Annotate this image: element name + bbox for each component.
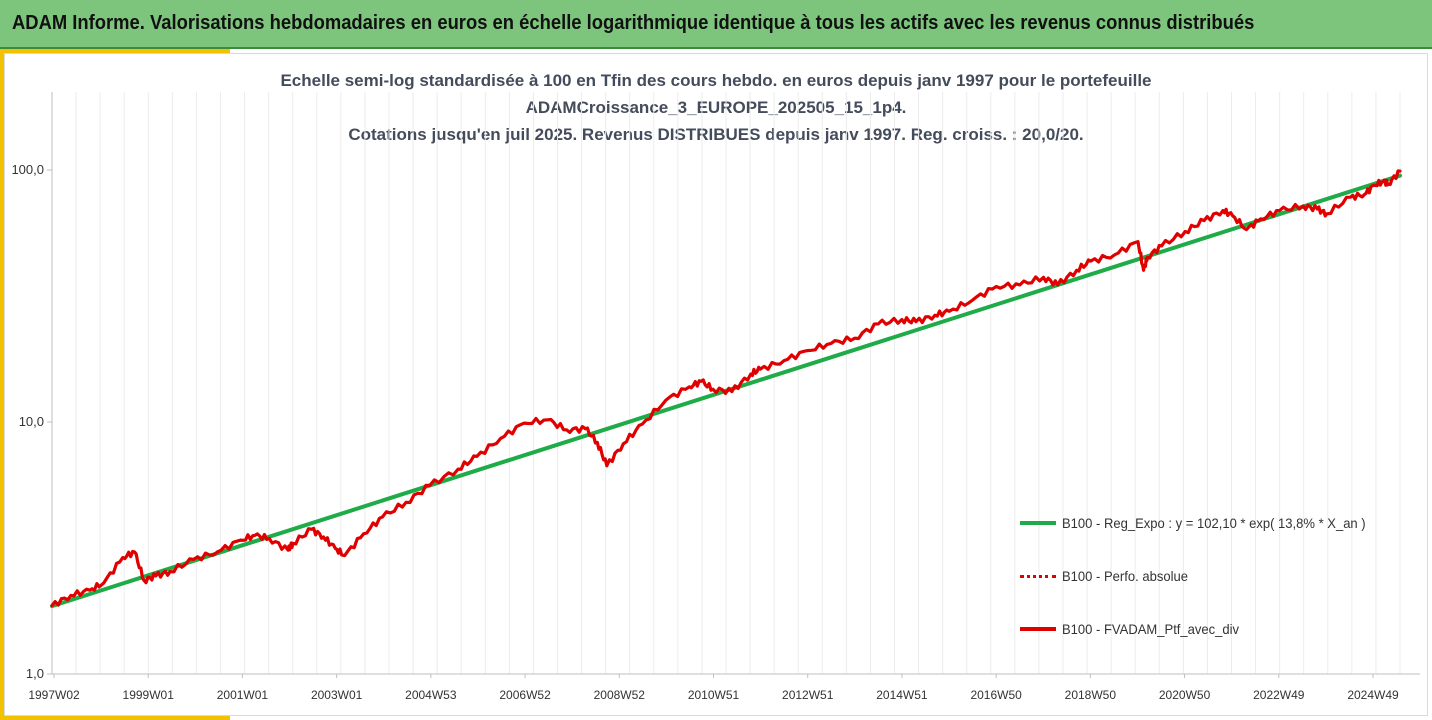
y-tick-label: 10,0 (19, 414, 44, 429)
chart-area (4, 53, 1428, 716)
accent-bar-bottom (0, 716, 230, 720)
legend-swatch-red-dotted (1020, 574, 1056, 578)
accent-bar-left (0, 49, 4, 720)
axes (51, 92, 1420, 675)
x-tick-label: 1999W01 (123, 688, 175, 702)
accent-bar-top (0, 49, 230, 53)
banner-title: ADAM Informe. Valorisations hebdomadaire… (12, 12, 1255, 34)
y-tick-label: 1,0 (26, 666, 44, 681)
grid-lines (51, 92, 1401, 674)
x-tick-label: 2008W52 (594, 688, 646, 702)
y-axis-ticks: 1,0 10,0 100,0 (11, 162, 52, 681)
x-tick-label: 2014W51 (876, 688, 928, 702)
x-tick-label: 2001W01 (217, 688, 269, 702)
x-axis-ticks: 1997W02 1999W01 2001W01 2003W01 2004W53 2006W… (28, 674, 1399, 702)
legend-label-fvadam: B100 - FVADAM_Ptf_avec_div (1062, 621, 1240, 637)
x-tick-label: 2016W50 (970, 688, 1022, 702)
legend-swatch-green (1020, 521, 1056, 525)
x-tick-label: 2018W50 (1065, 688, 1117, 702)
chart-title-line-1: Echelle semi-log standardisée à 100 en T… (280, 71, 1152, 90)
x-tick-label: 2006W52 (499, 688, 551, 702)
chart-title-line-2: ADAMCroissance_3_EUROPE_202505_15_1p4. (525, 98, 907, 117)
series-line-2 (50, 169, 1402, 608)
legend-item-reg-expo: B100 - Reg_Expo : y = 102,10 * exp( 13,8… (1020, 513, 1388, 533)
y-tick-label: 100,0 (11, 162, 44, 177)
banner: ADAM Informe. Valorisations hebdomadaire… (0, 0, 1432, 49)
legend-label-perfo-absolue: B100 - Perfo. absolue (1062, 568, 1188, 584)
x-tick-label: 1997W02 (28, 688, 80, 702)
x-tick-label: 2020W50 (1159, 688, 1211, 702)
legend-item-fvadam: B100 - FVADAM_Ptf_avec_div (1020, 619, 1252, 639)
chart-title-line-3: Cotations jusqu'en juil 2025. Revenus DI… (348, 125, 1084, 144)
x-tick-label: 2003W01 (311, 688, 363, 702)
legend-label-reg-expo: B100 - Reg_Expo : y = 102,10 * exp( 13,8… (1062, 515, 1366, 531)
series-lines (50, 169, 1402, 609)
legend-swatch-red (1020, 627, 1056, 631)
legend-item-perfo-absolue: B100 - Perfo. absolue (1020, 566, 1197, 586)
x-tick-label: 2010W51 (688, 688, 740, 702)
x-tick-label: 2022W49 (1253, 688, 1305, 702)
x-tick-label: 2004W53 (405, 688, 457, 702)
x-tick-label: 2012W51 (782, 688, 834, 702)
x-tick-label: 2024W49 (1347, 688, 1399, 702)
